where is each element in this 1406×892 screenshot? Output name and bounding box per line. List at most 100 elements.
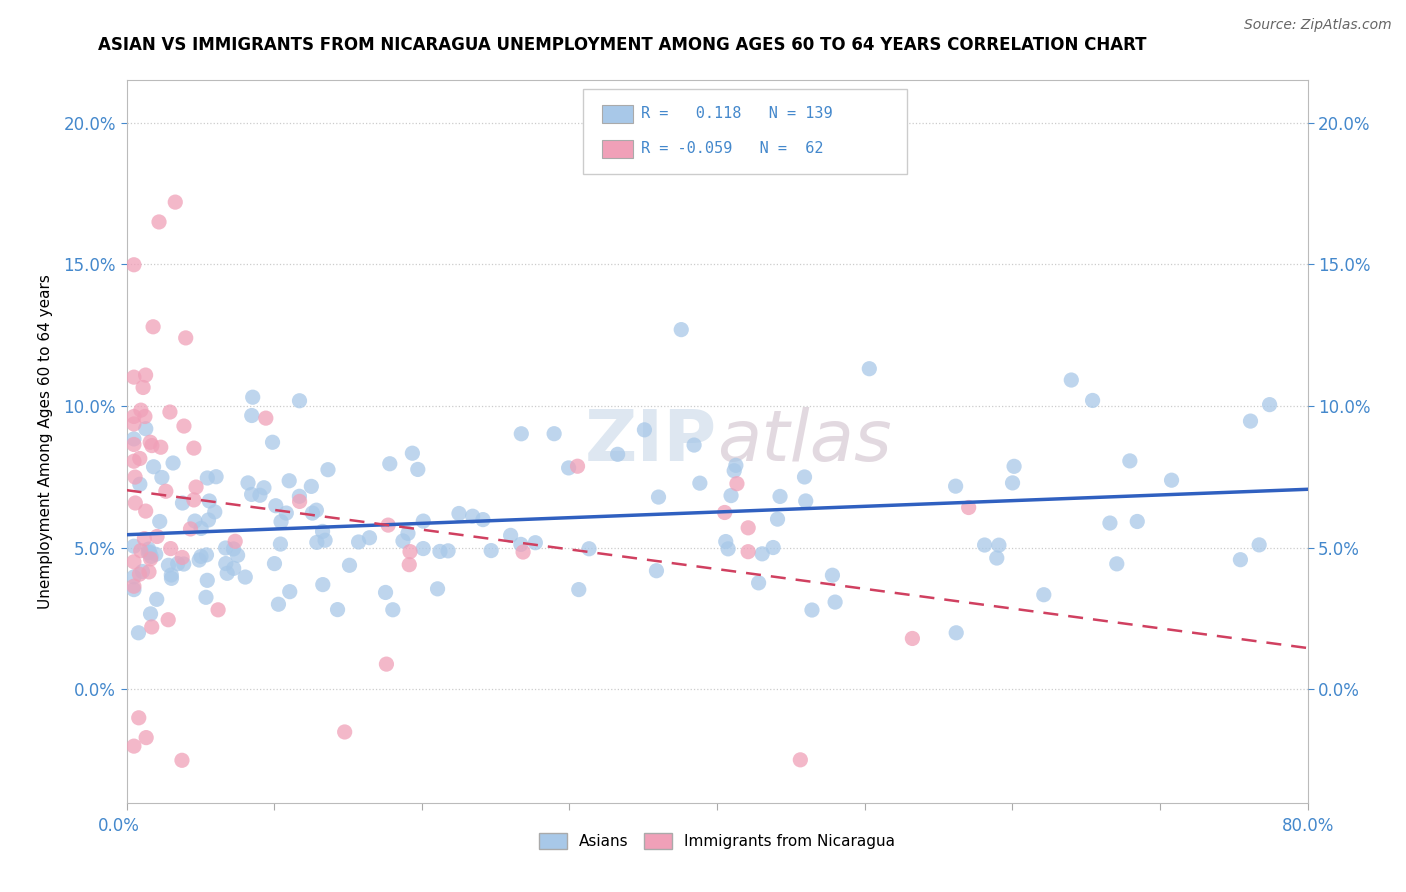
Point xyxy=(195,574,218,588)
Point xyxy=(194,591,217,605)
Point xyxy=(1060,373,1083,387)
Point xyxy=(205,469,228,483)
Point xyxy=(401,446,423,460)
Point xyxy=(139,549,162,564)
Point xyxy=(299,479,322,493)
Point xyxy=(138,542,160,557)
Point xyxy=(305,535,328,549)
Point xyxy=(748,575,770,590)
Point xyxy=(222,541,245,556)
Point xyxy=(567,459,589,474)
Point xyxy=(128,451,150,466)
Point xyxy=(399,544,422,558)
Point xyxy=(253,481,276,495)
Point xyxy=(166,557,188,571)
Point xyxy=(224,534,246,549)
Point xyxy=(509,537,531,551)
Point xyxy=(647,490,669,504)
Point xyxy=(174,331,197,345)
Point xyxy=(461,509,484,524)
Point xyxy=(278,584,301,599)
Point xyxy=(136,545,159,559)
Point xyxy=(198,494,221,508)
Point xyxy=(124,496,146,510)
Point xyxy=(149,440,172,454)
Point xyxy=(1002,459,1025,474)
Point xyxy=(714,534,737,549)
Point xyxy=(173,419,195,434)
Point xyxy=(333,725,356,739)
Point xyxy=(314,533,336,548)
Point xyxy=(264,499,287,513)
Point xyxy=(122,739,145,753)
Point xyxy=(142,459,165,474)
Point xyxy=(222,561,245,575)
Point xyxy=(312,577,335,591)
Point xyxy=(645,564,668,578)
Point xyxy=(359,531,381,545)
Point xyxy=(122,409,145,424)
Point xyxy=(278,474,301,488)
Point xyxy=(1001,475,1024,490)
Point xyxy=(633,423,655,437)
Point xyxy=(190,521,212,535)
Point xyxy=(737,544,759,558)
Point xyxy=(128,711,150,725)
Point xyxy=(122,432,145,446)
Point xyxy=(347,535,370,549)
Point xyxy=(145,547,167,561)
Point xyxy=(381,603,404,617)
Point xyxy=(145,592,167,607)
Point xyxy=(1258,398,1281,412)
Point xyxy=(160,568,183,582)
Point xyxy=(945,479,967,493)
Text: R = -0.059   N =  62: R = -0.059 N = 62 xyxy=(641,141,824,155)
Point xyxy=(957,500,980,515)
Point xyxy=(195,548,218,562)
Point xyxy=(375,657,398,672)
Point xyxy=(148,215,170,229)
Point xyxy=(288,393,311,408)
Point xyxy=(159,541,181,556)
Point xyxy=(226,549,249,563)
Point xyxy=(720,489,742,503)
Point xyxy=(447,507,470,521)
Point xyxy=(122,555,145,569)
Point xyxy=(901,632,924,646)
Point xyxy=(471,513,494,527)
Point xyxy=(512,545,534,559)
Point xyxy=(236,475,259,490)
Point xyxy=(159,405,181,419)
Point xyxy=(789,753,811,767)
Point xyxy=(139,552,162,566)
Point xyxy=(172,496,194,510)
Point xyxy=(254,411,277,425)
Text: ZIP: ZIP xyxy=(585,407,717,476)
Point xyxy=(1126,515,1149,529)
Point xyxy=(398,558,420,572)
Point xyxy=(150,470,173,484)
Legend: Asians, Immigrants from Nicaragua: Asians, Immigrants from Nicaragua xyxy=(531,825,903,856)
Point xyxy=(240,409,263,423)
Point xyxy=(155,484,177,499)
Point xyxy=(132,380,155,394)
Point xyxy=(762,541,785,555)
Y-axis label: Unemployment Among Ages 60 to 64 years: Unemployment Among Ages 60 to 64 years xyxy=(38,274,52,609)
Point xyxy=(165,195,187,210)
Point xyxy=(263,557,285,571)
Point xyxy=(689,476,711,491)
Point xyxy=(190,549,212,564)
Text: ASIAN VS IMMIGRANTS FROM NICARAGUA UNEMPLOYMENT AMONG AGES 60 TO 64 YEARS CORREL: ASIAN VS IMMIGRANTS FROM NICARAGUA UNEMP… xyxy=(98,36,1147,54)
Point xyxy=(793,470,815,484)
Point xyxy=(311,524,333,539)
Point xyxy=(124,470,146,484)
Point xyxy=(723,464,745,478)
Point xyxy=(184,514,207,528)
Point xyxy=(986,551,1008,566)
Point xyxy=(794,494,817,508)
Point xyxy=(301,506,323,520)
Point xyxy=(262,435,284,450)
Point xyxy=(305,503,328,517)
Point xyxy=(510,426,533,441)
Point xyxy=(242,390,264,404)
